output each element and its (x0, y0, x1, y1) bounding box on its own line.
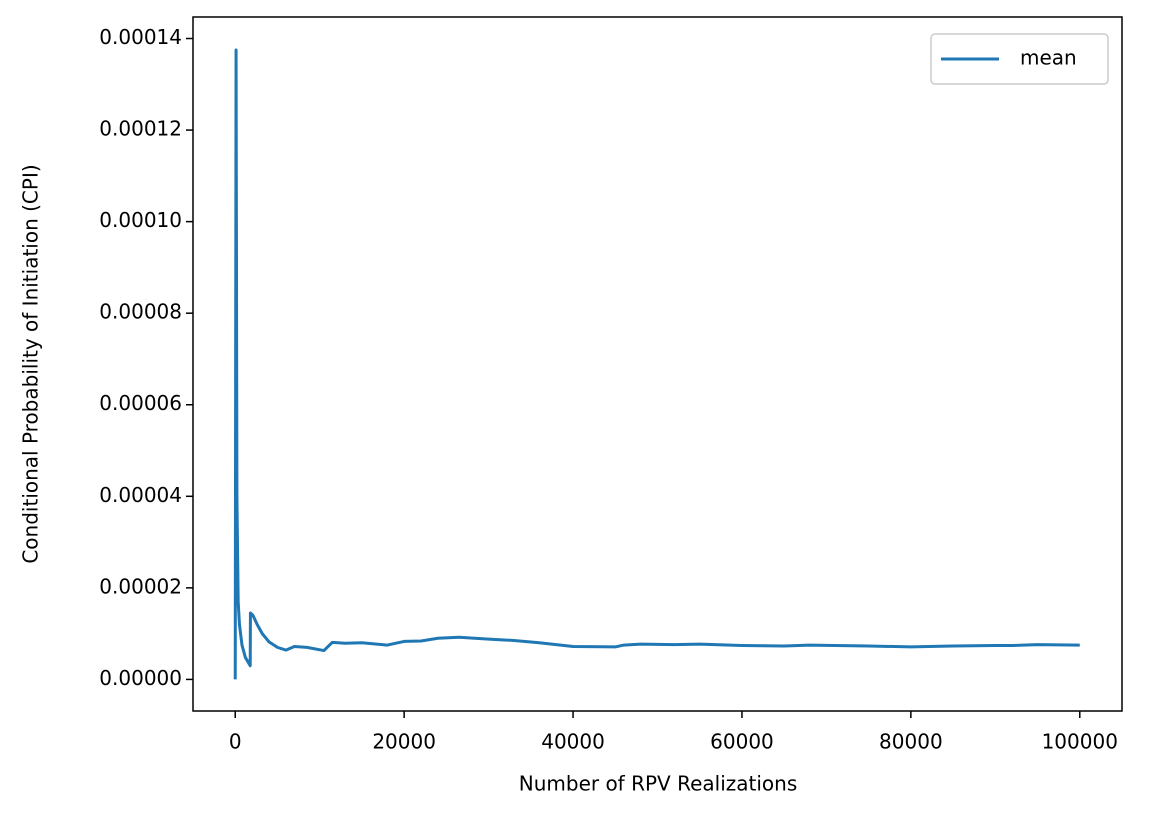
legend-label: mean (1020, 46, 1077, 70)
y-tick-label: 0.00000 (99, 666, 182, 690)
y-tick-label: 0.00008 (99, 300, 182, 324)
y-tick-label: 0.00006 (99, 391, 182, 415)
x-tick-label: 20000 (372, 730, 436, 754)
y-axis-label: Conditional Probability of Initiation (C… (19, 164, 43, 563)
y-tick-label: 0.00012 (99, 117, 182, 141)
line-series (233, 48, 1080, 680)
x-tick-label: 60000 (710, 730, 774, 754)
plot-frame (192, 16, 1123, 712)
y-tick-label: 0.00004 (99, 483, 182, 507)
y-tick-label: 0.00002 (99, 574, 182, 598)
x-tick-label: 0 (229, 730, 242, 754)
y-tick-label: 0.00010 (99, 208, 182, 232)
x-tick-label: 80000 (879, 730, 943, 754)
y-tick-label: 0.00014 (99, 25, 182, 49)
legend-box (930, 33, 1109, 85)
x-axis-label: Number of RPV Realizations (519, 772, 798, 796)
x-tick-label: 100000 (1042, 730, 1118, 754)
x-tick-label: 40000 (541, 730, 605, 754)
